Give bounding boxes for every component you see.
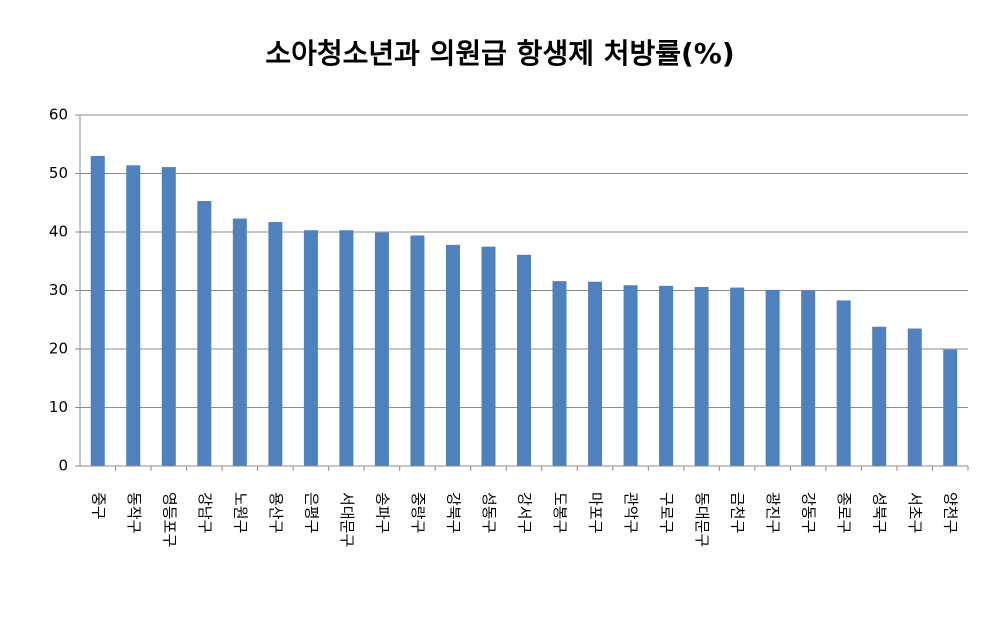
bar: [552, 281, 567, 466]
x-tick-label: 광진구: [764, 492, 782, 533]
x-tick-label: 마포구: [587, 492, 605, 533]
bar: [694, 286, 709, 466]
bar: [907, 328, 922, 466]
x-tick-label: 성북구: [871, 492, 889, 533]
y-tick-label: 40: [49, 223, 68, 241]
bar: [303, 230, 318, 466]
x-tick-label: 종로구: [835, 492, 853, 533]
x-tick-label: 동대문구: [693, 492, 711, 547]
bar: [161, 167, 176, 466]
x-tick-label: 강북구: [444, 492, 462, 533]
bar: [801, 290, 816, 466]
bar: [374, 232, 389, 466]
bar: [836, 300, 851, 466]
bar: [126, 165, 141, 466]
bar: [445, 244, 460, 466]
bar: [943, 349, 958, 466]
x-tick-label: 강서구: [516, 492, 534, 533]
x-tick-label: 송파구: [373, 492, 391, 533]
y-tick-label: 50: [49, 164, 68, 182]
bar: [623, 285, 638, 466]
bar: [872, 326, 887, 466]
bar: [268, 222, 283, 466]
x-tick-label: 노원구: [231, 492, 249, 533]
bar: [339, 230, 354, 466]
y-tick-label: 10: [49, 398, 68, 416]
y-tick-label: 30: [49, 281, 68, 299]
x-tick-label: 용산구: [267, 492, 285, 533]
bar: [232, 218, 247, 466]
bar: [765, 289, 780, 466]
y-tick-label: 20: [49, 340, 68, 358]
x-tick-label: 서초구: [906, 492, 924, 533]
bar: [481, 246, 496, 466]
x-tick-label: 강동구: [800, 492, 818, 533]
bar: [410, 235, 425, 466]
bar: [517, 254, 531, 466]
bar: [197, 200, 212, 466]
bar: [90, 155, 105, 466]
x-tick-label: 관악구: [622, 492, 640, 533]
x-tick-label: 도봉구: [551, 492, 569, 533]
x-tick-label: 구로구: [658, 492, 676, 533]
x-tick-label: 중랑구: [409, 492, 427, 533]
chart-title: 소아청소년과 의원급 항생제 처방률(%): [265, 37, 734, 70]
bar: [730, 287, 745, 466]
x-tick-label: 동작구: [125, 492, 143, 533]
x-tick-label: 서대문구: [338, 492, 356, 547]
y-tick-label: 60: [49, 106, 68, 124]
x-tick-label: 양천구: [942, 492, 960, 533]
x-tick-label: 은평구: [302, 492, 320, 533]
x-tick-label: 성동구: [480, 492, 498, 533]
y-tick-label: 0: [58, 457, 68, 475]
bar: [659, 285, 674, 466]
x-tick-label: 영등포구: [160, 492, 178, 547]
x-tick-label: 금천구: [729, 492, 747, 533]
bar: [588, 281, 603, 466]
x-tick-label: 강남구: [196, 492, 214, 533]
x-tick-label: 중구: [89, 492, 107, 520]
